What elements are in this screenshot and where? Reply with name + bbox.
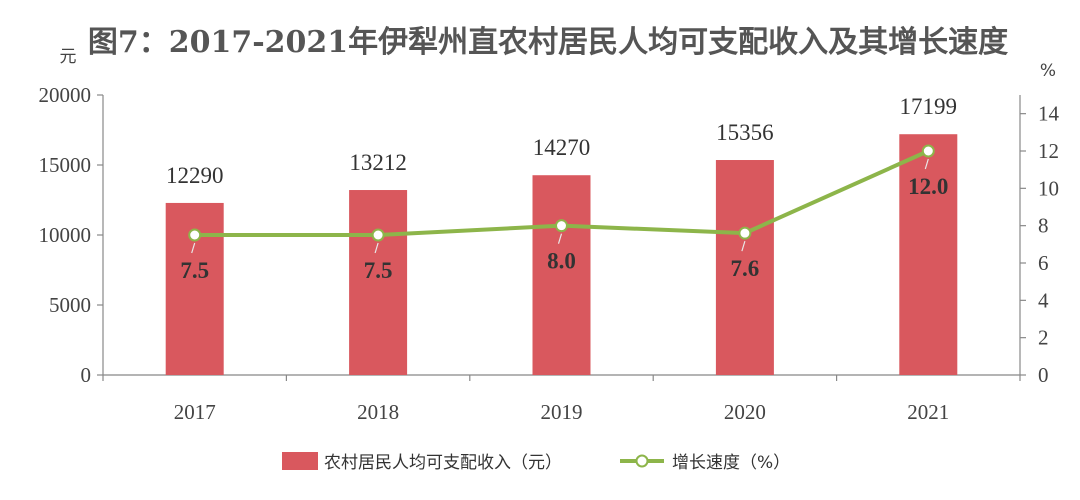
right-tick-label: 4 <box>1038 288 1049 312</box>
right-tick-label: 12 <box>1038 139 1059 163</box>
bar <box>899 134 958 375</box>
left-tick-label: 15000 <box>39 153 92 177</box>
growth-label-leader <box>557 233 563 244</box>
bar-value-label: 13212 <box>349 150 407 175</box>
x-tick-label: 2019 <box>541 400 583 424</box>
bar <box>532 175 591 375</box>
bar-value-label: 17199 <box>900 94 958 119</box>
right-tick-label: 6 <box>1038 251 1049 275</box>
legend: 农村居民人均可支配收入（元） 增长速度（%） <box>282 452 790 473</box>
growth-point <box>921 144 935 158</box>
growth-point <box>371 228 385 242</box>
x-tick-label: 2018 <box>357 400 399 424</box>
right-tick-label: 10 <box>1038 176 1059 200</box>
bar-series <box>165 134 958 375</box>
growth-label-leader <box>741 240 746 252</box>
left-tick-label: 5000 <box>49 293 91 317</box>
legend-label-line: 增长速度（%） <box>672 453 790 473</box>
growth-value-label: 12.0 <box>908 174 948 199</box>
growth-value-labels: 7.5 7.5 8.0 7.6 12.0 <box>180 158 948 283</box>
left-axis-unit: 元 <box>60 47 77 67</box>
growth-line-series <box>188 144 935 242</box>
growth-point <box>555 219 568 233</box>
bar-value-label: 14270 <box>533 135 591 160</box>
x-tick-label: 2020 <box>724 400 766 424</box>
left-tick-label: 0 <box>81 363 92 387</box>
x-tick-label: 2021 <box>907 400 949 424</box>
growth-value-label: 7.5 <box>364 258 393 283</box>
growth-point <box>738 226 752 240</box>
bar <box>349 190 408 375</box>
legend-swatch-marker <box>635 454 649 468</box>
growth-value-label: 8.0 <box>547 249 576 274</box>
growth-label-leader <box>924 158 929 170</box>
growth-point <box>188 228 202 242</box>
bar-value-labels: 12290 13212 14270 15356 17199 <box>166 94 957 188</box>
growth-value-label: 7.5 <box>180 258 209 283</box>
growth-value-label: 7.6 <box>731 256 760 281</box>
growth-label-leader <box>191 242 196 254</box>
legend-swatch-bar <box>282 452 318 470</box>
right-tick-label: 14 <box>1038 102 1060 126</box>
right-tick-label: 0 <box>1038 363 1049 387</box>
right-axis-unit: % <box>1040 61 1056 81</box>
chart-title: 图7：2017-2021年伊犁州直农村居民人均可支配收入及其增长速度 <box>88 25 1008 60</box>
right-tick-label: 2 <box>1038 326 1049 350</box>
bar-value-label: 12290 <box>166 163 224 188</box>
growth-label-leader <box>374 242 379 254</box>
x-tick-label: 2017 <box>174 400 216 424</box>
bar-value-label: 15356 <box>716 120 774 145</box>
bar <box>715 160 774 375</box>
right-tick-label: 8 <box>1038 214 1049 238</box>
left-tick-label: 10000 <box>39 223 92 247</box>
left-tick-label: 20000 <box>39 83 92 107</box>
right-axis-ticks: 0 2 4 6 8 10 12 14 <box>1020 102 1060 387</box>
x-axis-ticks: 2017 2018 2019 2020 2021 <box>102 375 1021 424</box>
left-axis-ticks: 0 5000 10000 15000 20000 <box>39 83 103 387</box>
legend-label-bar: 农村居民人均可支配收入（元） <box>324 453 562 473</box>
